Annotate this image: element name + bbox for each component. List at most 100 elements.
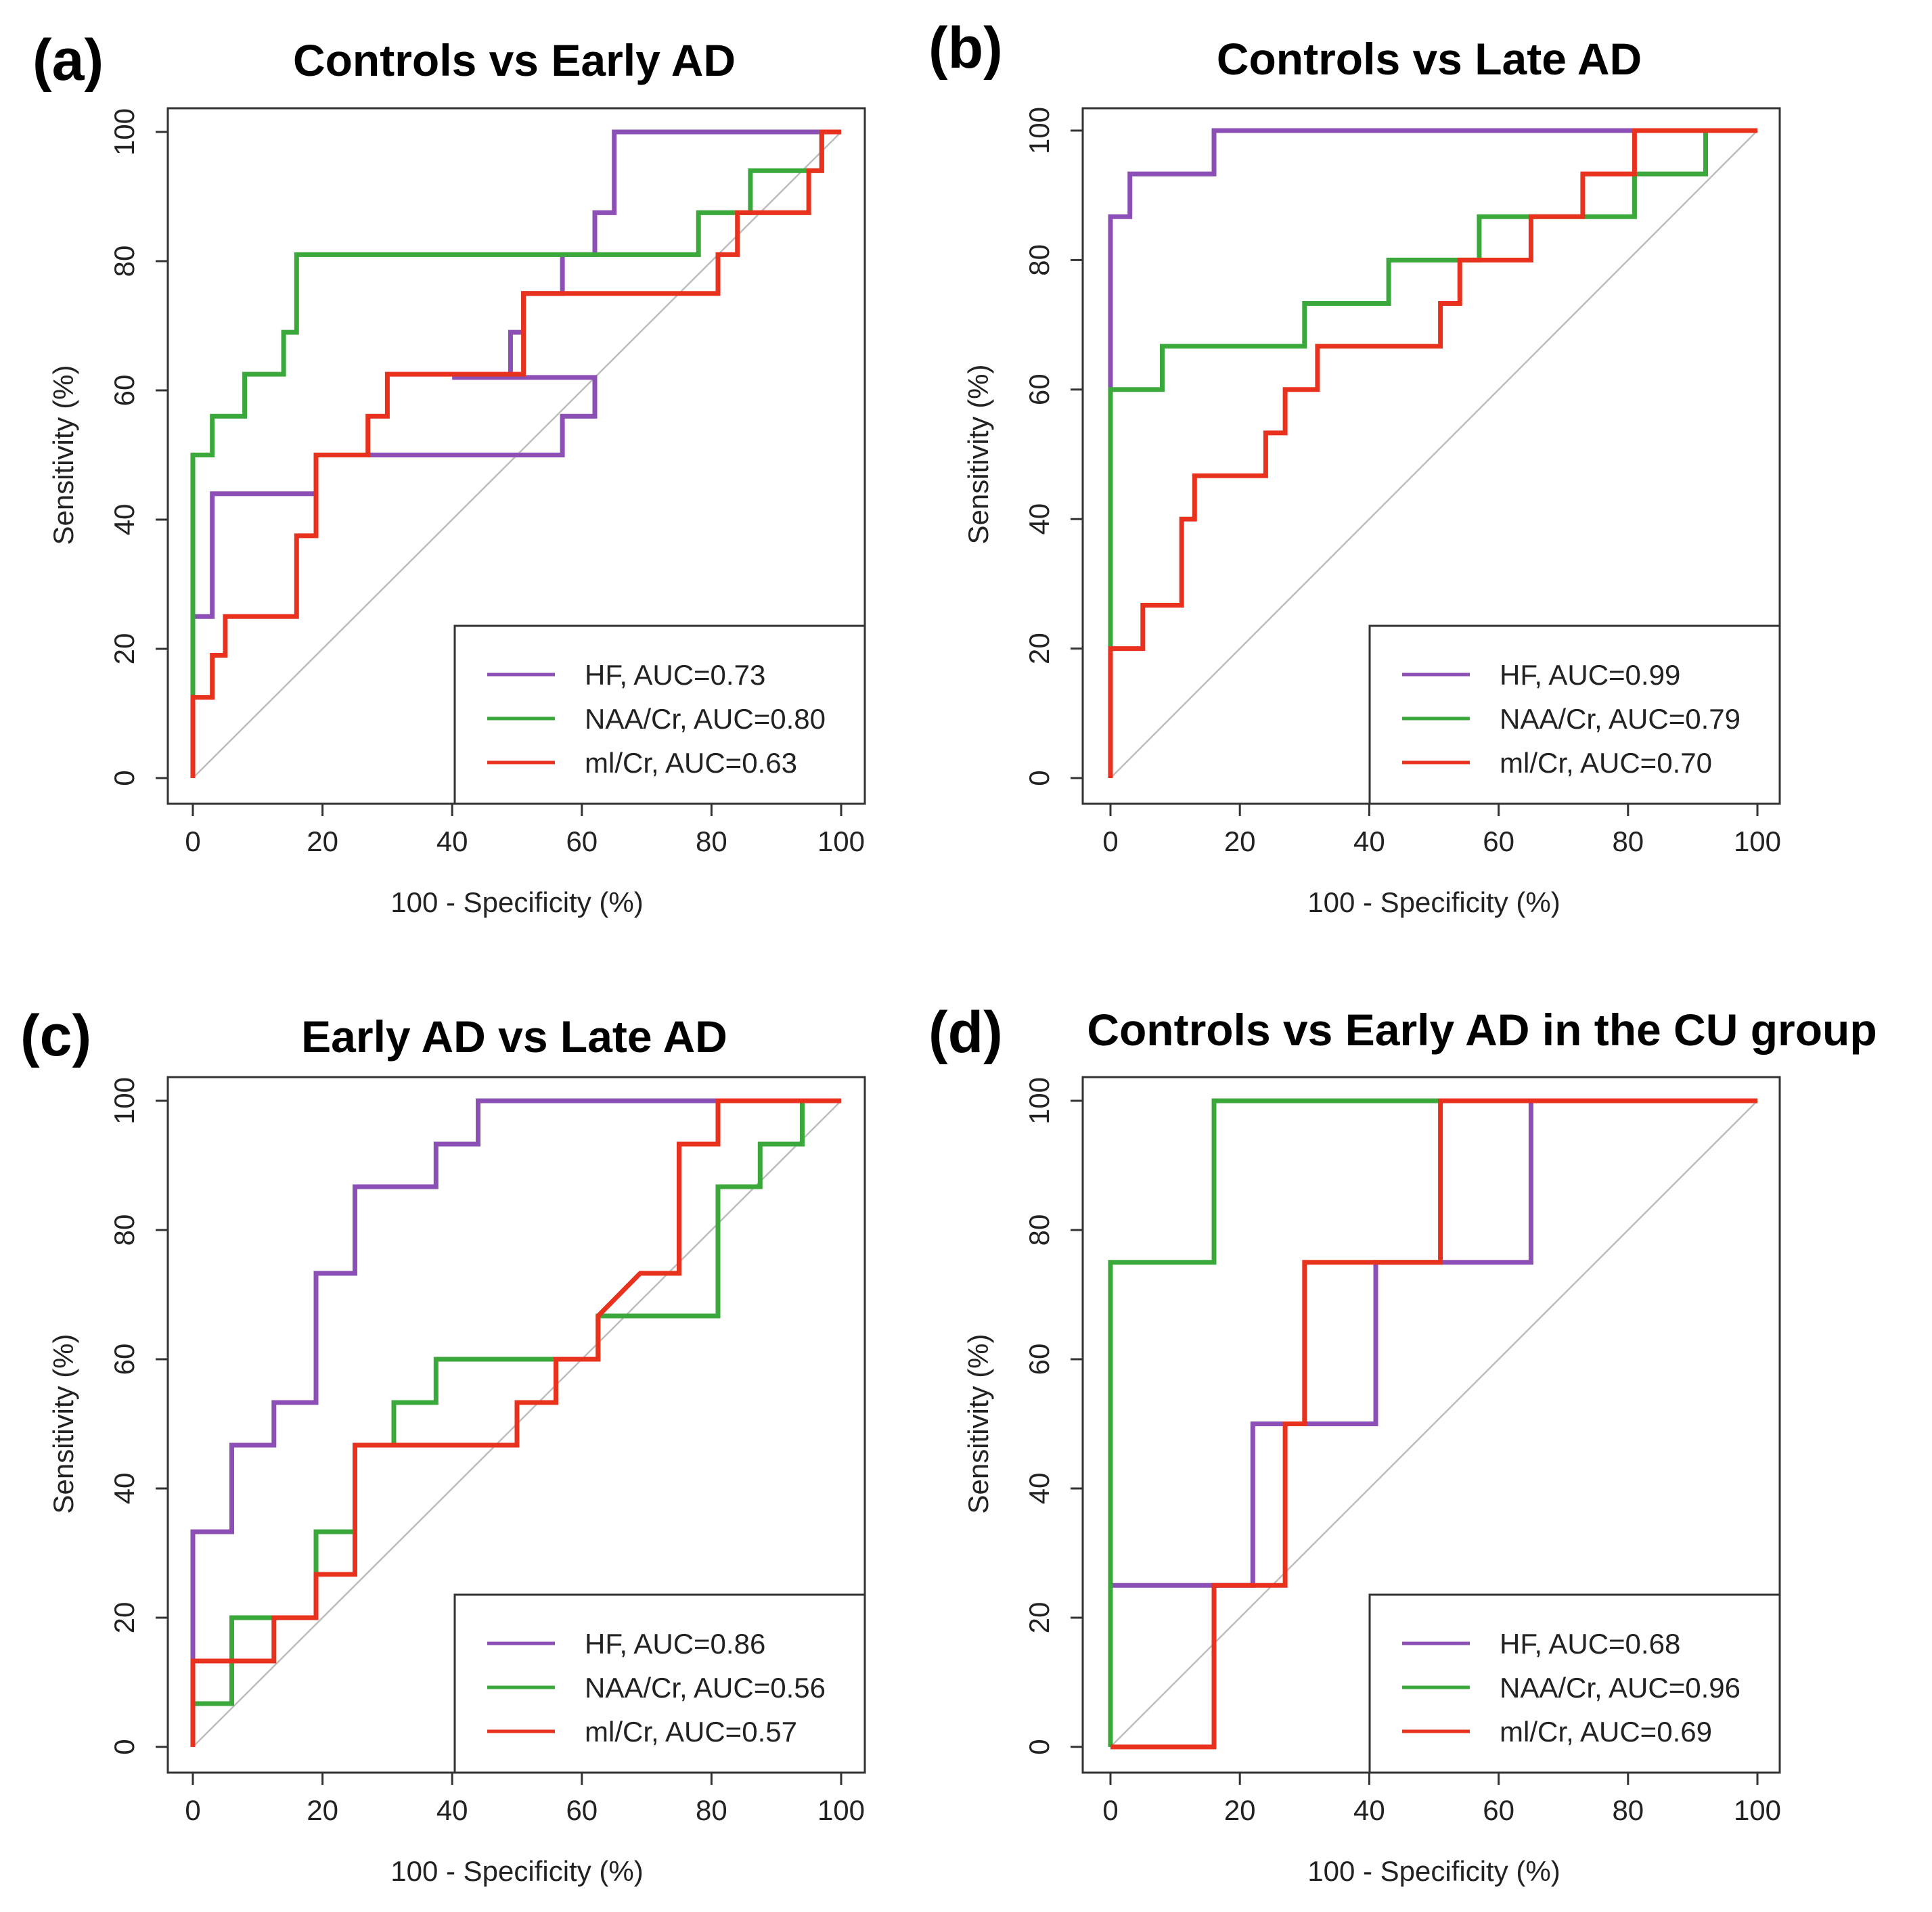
x-tick-label: 100 <box>817 1794 865 1826</box>
roc-curve-micr <box>190 1098 841 1747</box>
roc-curve-naacr <box>190 1098 841 1747</box>
x-tick-label: 0 <box>185 825 200 857</box>
x-tick-label: 100 <box>817 825 865 857</box>
y-tick-label: 0 <box>108 770 140 786</box>
roc-curve-micr <box>190 129 841 778</box>
x-tick-label: 20 <box>1224 825 1256 857</box>
legend: HF, AUC=0.68 NAA/Cr, AUC=0.96 ml/Cr, AUC=0… <box>1368 1593 1781 1774</box>
panel-c: (c) Early AD vs Late AD 0 0 20 20 40 40 60 60 80 80… <box>20 1003 866 1887</box>
x-tick-label: 20 <box>307 825 338 857</box>
y-tick-label: 100 <box>108 108 140 156</box>
panel-title: Controls vs Early AD in the CU group <box>1087 1005 1877 1055</box>
y-axis-label: Sensitivity (%) <box>962 364 994 544</box>
y-tick-label: 100 <box>1023 1077 1055 1124</box>
roc-curve-micr <box>1110 1098 1757 1750</box>
y-tick-label: 60 <box>108 1344 140 1375</box>
x-tick-label: 40 <box>1353 1794 1385 1826</box>
legend-entry: HF, AUC=0.86 <box>585 1628 765 1660</box>
x-tick-label: 80 <box>696 1794 727 1826</box>
legend-entry: NAA/Cr, AUC=0.80 <box>585 703 826 735</box>
panel-letter: (a) <box>32 28 104 93</box>
y-tick-label: 40 <box>108 504 140 536</box>
panel-letter: (b) <box>928 16 1003 81</box>
x-tick-label: 60 <box>566 825 598 857</box>
x-tick-label: 80 <box>1612 825 1644 857</box>
x-tick-label: 0 <box>1102 1794 1118 1826</box>
legend-entry: NAA/Cr, AUC=0.96 <box>1500 1672 1740 1704</box>
panel-a: (a) Controls vs Early AD 0 0 20 20 40 40 60 60 80 8… <box>32 28 866 918</box>
y-tick-label: 80 <box>1023 244 1055 276</box>
y-tick-label: 0 <box>1023 1739 1055 1754</box>
panel-title: Controls vs Late AD <box>1217 34 1642 84</box>
x-tick-label: 100 <box>1734 825 1781 857</box>
roc-curve-naacr <box>1108 128 1757 778</box>
panel-letter: (c) <box>20 1003 91 1068</box>
x-tick-label: 40 <box>436 825 468 857</box>
legend-entry: NAA/Cr, AUC=0.56 <box>585 1672 826 1704</box>
y-tick-label: 100 <box>108 1077 140 1124</box>
y-tick-label: 60 <box>1023 1344 1055 1375</box>
panel-title: Early AD vs Late AD <box>301 1011 727 1062</box>
legend-box <box>1368 624 1781 805</box>
x-tick-label: 100 <box>1734 1794 1781 1826</box>
legend-box <box>453 624 866 805</box>
x-tick-label: 80 <box>1612 1794 1644 1826</box>
x-tick-label: 80 <box>696 825 727 857</box>
legend-entry: HF, AUC=0.68 <box>1500 1628 1680 1660</box>
x-tick-label: 20 <box>1224 1794 1256 1826</box>
roc-curve-hf <box>1108 128 1757 778</box>
y-tick-label: 80 <box>108 246 140 277</box>
x-tick-label: 40 <box>436 1794 468 1826</box>
reference-diagonal <box>1110 130 1758 779</box>
x-tick-label: 40 <box>1353 825 1385 857</box>
legend-entry: ml/Cr, AUC=0.70 <box>1500 747 1712 779</box>
y-tick-label: 20 <box>1023 1602 1055 1634</box>
y-axis-label: Sensitivity (%) <box>47 1334 79 1513</box>
y-tick-label: 80 <box>1023 1214 1055 1246</box>
roc-curve-hf <box>190 129 841 778</box>
y-tick-label: 20 <box>1023 633 1055 664</box>
roc-curve-hf <box>190 1098 841 1747</box>
y-tick-label: 0 <box>108 1739 140 1754</box>
panel-letter: (d) <box>928 1000 1003 1065</box>
x-tick-label: 20 <box>307 1794 338 1826</box>
legend-entry: ml/Cr, AUC=0.69 <box>1500 1716 1712 1748</box>
legend-box <box>1368 1593 1781 1774</box>
roc-curve-hf <box>1108 1098 1757 1747</box>
panel-d: (d) Controls vs Early AD in the CU group 0… <box>928 1000 1877 1887</box>
x-axis-label: 100 - Specificity (%) <box>390 886 643 918</box>
y-axis-label: Sensitivity (%) <box>47 365 79 545</box>
panel-b: (b) Controls vs Late AD 0 0 20 20 40 40 60 60 80 80… <box>928 16 1781 918</box>
legend-entry: ml/Cr, AUC=0.63 <box>585 747 797 779</box>
x-tick-label: 60 <box>566 1794 598 1826</box>
y-tick-label: 0 <box>1023 770 1055 786</box>
legend-entry: ml/Cr, AUC=0.57 <box>585 1716 797 1748</box>
y-tick-label: 40 <box>1023 503 1055 535</box>
y-tick-label: 40 <box>1023 1473 1055 1505</box>
legend: HF, AUC=0.86 NAA/Cr, AUC=0.56 ml/Cr, AUC=0… <box>453 1593 866 1774</box>
legend-entry: HF, AUC=0.73 <box>585 659 765 691</box>
y-tick-label: 100 <box>1023 107 1055 154</box>
legend: HF, AUC=0.99 NAA/Cr, AUC=0.79 ml/Cr, AUC=0… <box>1368 624 1781 805</box>
y-axis-label: Sensitivity (%) <box>962 1334 994 1513</box>
y-tick-label: 60 <box>1023 373 1055 405</box>
legend-entry: HF, AUC=0.99 <box>1500 659 1680 691</box>
x-tick-label: 60 <box>1483 1794 1514 1826</box>
panel-title: Controls vs Early AD <box>293 35 736 85</box>
x-axis-label: 100 - Specificity (%) <box>1307 886 1560 918</box>
roc-curve-naacr <box>1108 1098 1757 1747</box>
y-tick-label: 40 <box>108 1473 140 1505</box>
y-tick-label: 20 <box>108 633 140 665</box>
roc-curve-naacr <box>190 129 841 778</box>
legend-entry: NAA/Cr, AUC=0.79 <box>1500 703 1740 735</box>
reference-diagonal <box>1110 1100 1758 1748</box>
x-tick-label: 0 <box>1102 825 1118 857</box>
legend-box <box>453 1593 866 1774</box>
roc-curve-micr <box>1108 128 1757 778</box>
x-tick-label: 0 <box>185 1794 200 1826</box>
x-axis-label: 100 - Specificity (%) <box>1307 1855 1560 1887</box>
y-tick-label: 80 <box>108 1214 140 1246</box>
legend: HF, AUC=0.73 NAA/Cr, AUC=0.80 ml/Cr, AUC=0… <box>453 624 866 805</box>
x-axis-label: 100 - Specificity (%) <box>390 1855 643 1887</box>
